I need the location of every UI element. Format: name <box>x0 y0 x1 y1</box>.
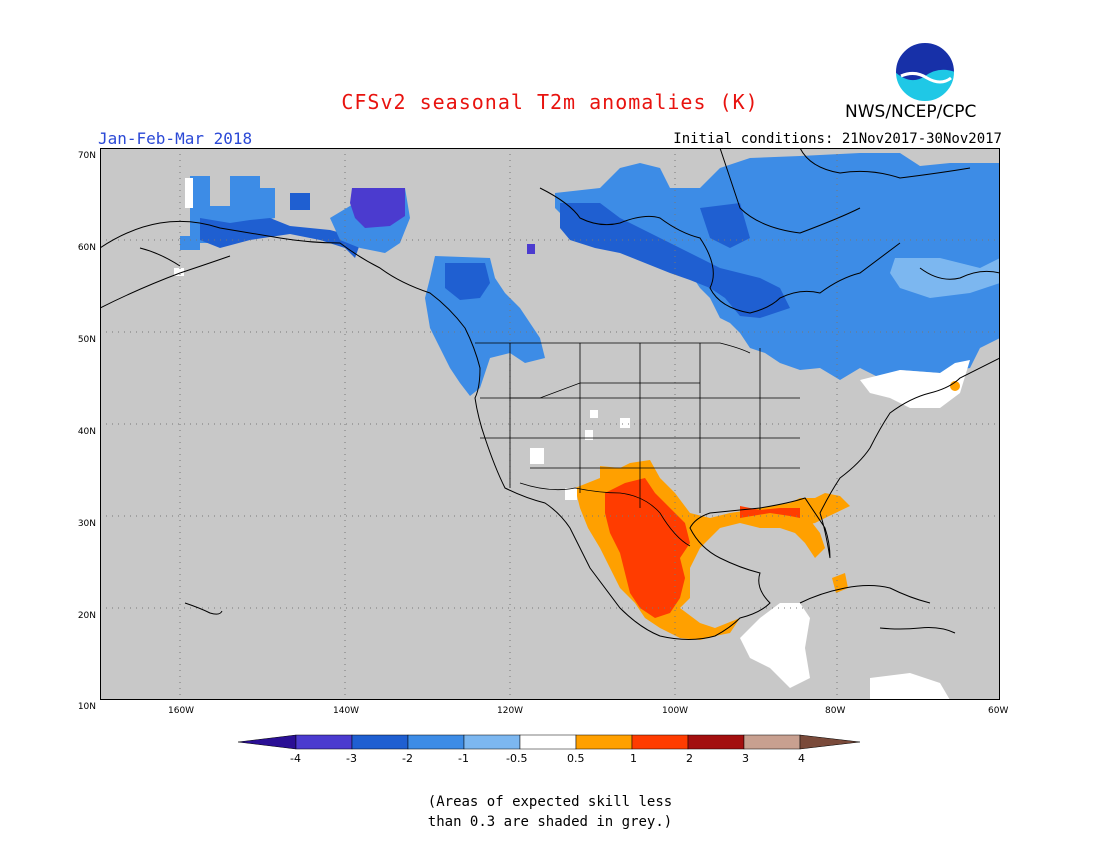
colorbar-arrow-right <box>799 734 861 750</box>
lon-label-100w: 100W <box>662 706 689 716</box>
skill-note-line-1: (Areas of expected skill less <box>427 794 673 810</box>
lat-label-50: 50N <box>77 335 96 345</box>
skill-note-line-2: than 0.3 are shaded in grey.) <box>427 814 673 830</box>
lon-label-160w: 160W <box>168 706 195 716</box>
colorbar-arrow-left <box>238 734 297 750</box>
initial-conditions: Initial conditions: 21Nov2017-30Nov2017 <box>673 131 1002 147</box>
lat-label-10: 10N <box>77 702 96 712</box>
cold-anomalies <box>180 153 1000 408</box>
near-normal-patches <box>174 178 950 700</box>
colorbar-label: -4 <box>290 752 301 765</box>
agency-label: NWS/NCEP/CPC <box>845 102 977 122</box>
colorbar-label: 2 <box>686 752 693 765</box>
political-borders <box>475 342 800 547</box>
colorbar-label: 0.5 <box>567 752 585 765</box>
lat-label-20: 20N <box>77 611 96 621</box>
colorbar-label: 4 <box>798 752 805 765</box>
colorbar-label: -2 <box>402 752 413 765</box>
forecast-period: Jan-Feb-Mar 2018 <box>98 129 253 148</box>
lat-label-60: 60N <box>77 243 96 253</box>
lat-label-40: 40N <box>77 427 96 437</box>
lon-label-140w: 140W <box>333 706 360 716</box>
colorbar <box>238 734 861 750</box>
anomaly-map: 70N <box>100 148 1000 700</box>
grid-lines <box>100 148 1000 700</box>
noaa-logo-icon <box>894 41 956 103</box>
colorbar-label: 1 <box>630 752 637 765</box>
skill-note: (Areas of expected skill less than 0.3 a… <box>0 792 1100 832</box>
colorbar-label: -1 <box>458 752 469 765</box>
lon-label-120w: 120W <box>497 706 524 716</box>
lat-label-30: 30N <box>77 519 96 529</box>
map-title: CFSv2 seasonal T2m anomalies (K) <box>341 90 759 114</box>
coastlines <box>100 148 1000 640</box>
lat-label-70: 70N <box>77 151 96 161</box>
lon-label-80w: 80W <box>825 706 846 716</box>
lon-label-60w: 60W <box>988 706 1009 716</box>
colorbar-label: -3 <box>346 752 357 765</box>
colorbar-label: 3 <box>742 752 749 765</box>
colorbar-label: -0.5 <box>506 752 528 765</box>
